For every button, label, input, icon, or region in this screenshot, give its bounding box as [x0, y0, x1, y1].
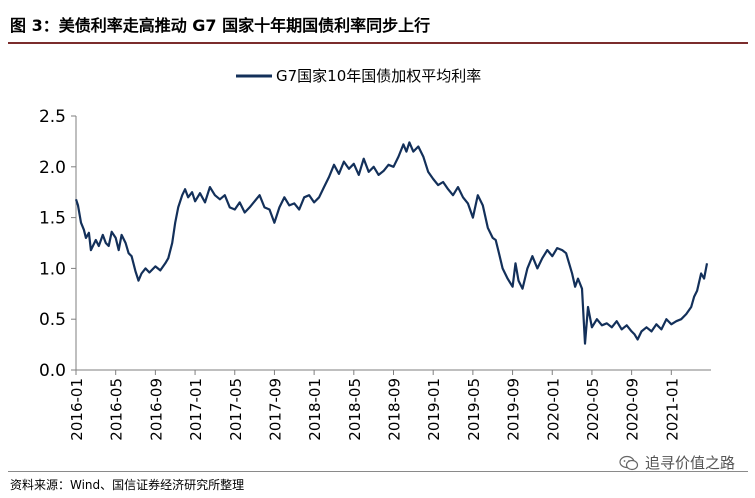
x-tick-label: 2018-05 — [346, 378, 364, 441]
x-tick-label: 2019-09 — [505, 378, 523, 441]
x-tick-label: 2021-01 — [663, 378, 681, 441]
legend: G7国家10年国债加权平均利率 — [236, 67, 481, 85]
x-tick-label: 2018-09 — [386, 378, 404, 441]
x-tick-label: 2016-09 — [147, 378, 165, 441]
x-axis: 2016-01 2016-05 2016-09 2017-01 2017-05 2017-… — [68, 369, 711, 441]
x-tick-label: 2017-01 — [187, 378, 205, 441]
x-tick-label: 2017-05 — [227, 378, 245, 441]
y-axis: 0.0 0.5 1.0 1.5 2.0 2.5 — [39, 107, 77, 381]
y-tick-label: 0.0 — [39, 361, 66, 381]
y-tick-label: 2.5 — [39, 107, 66, 127]
figure-title: 图 3：美债利率走高推动 G7 国家十年期国债利率同步上行 — [10, 16, 431, 35]
source-note: 资料来源：Wind、国信证券经济研究所整理 — [10, 478, 245, 492]
watermark: 追寻价值之路 — [619, 452, 735, 473]
x-tick-label: 2019-05 — [465, 378, 483, 441]
watermark-text: 追寻价值之路 — [644, 454, 735, 472]
wechat-icon — [619, 455, 639, 470]
series-line-g7-yield — [74, 141, 709, 345]
x-tick-label: 2016-01 — [68, 378, 86, 441]
y-tick-label: 0.5 — [39, 310, 66, 330]
title-divider — [8, 42, 748, 44]
x-tick-label: 2020-05 — [584, 378, 602, 441]
x-tick-label: 2020-01 — [544, 378, 562, 441]
x-tick-label: 2019-01 — [425, 378, 443, 441]
line-chart: G7国家10年国债加权平均利率 0.0 0.5 1.0 1.5 2.0 2.5 2016-… — [39, 67, 711, 441]
y-tick-label: 1.5 — [39, 209, 66, 229]
footer-divider — [8, 471, 748, 472]
legend-label: G7国家10年国债加权平均利率 — [276, 67, 481, 85]
x-tick-label: 2017-09 — [266, 378, 284, 441]
x-tick-label: 2018-01 — [306, 378, 324, 441]
x-tick-label: 2016-05 — [108, 378, 126, 441]
y-tick-label: 2.0 — [39, 158, 66, 178]
y-tick-label: 1.0 — [39, 259, 66, 279]
x-tick-label: 2020-09 — [624, 378, 642, 441]
